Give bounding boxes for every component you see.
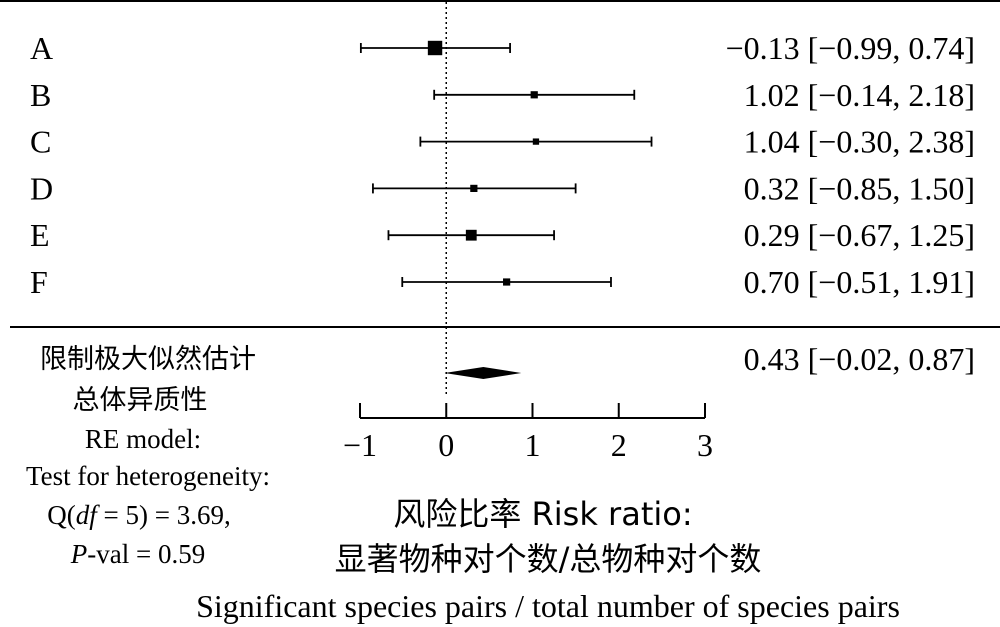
- point-estimate: [503, 278, 511, 286]
- study-label: B: [30, 77, 51, 113]
- heterogeneity-label: Test for heterogeneity:: [26, 461, 270, 491]
- study-label: E: [30, 217, 50, 253]
- x-tick-label: 3: [697, 427, 713, 463]
- xlabel-line2: 显著物种对个数/总物种对个数: [335, 540, 762, 578]
- het-p-suffix: -val = 0.59: [87, 539, 205, 569]
- summary-diamond: [444, 367, 522, 379]
- het-q-df: df: [76, 500, 101, 530]
- x-tick-label: 2: [611, 427, 627, 463]
- study-row-c: C 1.04 [−0.30, 2.38]: [30, 124, 975, 160]
- heterogeneity-q: Q(df = 5) = 3.69,: [47, 500, 230, 530]
- ci-text: 0.70 [−0.51, 1.91]: [744, 264, 975, 300]
- model-label-cn-1: 限制极大似然估计: [40, 344, 256, 375]
- x-axis: −1 0 1 2 3: [343, 403, 713, 463]
- study-label: D: [30, 170, 53, 206]
- study-row-b: B 1.02 [−0.14, 2.18]: [30, 77, 975, 113]
- study-row-a: A −0.13 [−0.99, 0.74]: [30, 30, 975, 66]
- model-label-cn-2: 总体异质性: [73, 385, 208, 416]
- xlabel-line3: Significant species pairs / total number…: [196, 588, 900, 624]
- x-tick-label: −1: [343, 427, 377, 463]
- ci-text: −0.13 [−0.99, 0.74]: [726, 30, 975, 66]
- study-label: A: [30, 30, 53, 66]
- study-row-e: E 0.29 [−0.67, 1.25]: [30, 217, 975, 253]
- point-estimate: [532, 138, 540, 145]
- point-estimate: [465, 229, 477, 241]
- study-label: F: [30, 264, 48, 300]
- heterogeneity-p: P-val = 0.59: [70, 539, 205, 569]
- xlabel-line1: 风险比率 Risk ratio:: [393, 495, 692, 533]
- study-row-f: F 0.70 [−0.51, 1.91]: [30, 264, 975, 300]
- ci-text: 1.02 [−0.14, 2.18]: [744, 77, 975, 113]
- point-estimate: [470, 184, 478, 192]
- point-estimate: [427, 40, 443, 56]
- het-q-prefix: Q(: [47, 500, 76, 530]
- het-q-suffix: = 5) = 3.69,: [97, 500, 231, 530]
- ci-text: 0.32 [−0.85, 1.50]: [744, 170, 975, 206]
- het-p-prefix: P: [70, 539, 88, 569]
- summary-ci-text: 0.43 [−0.02, 0.87]: [744, 341, 975, 377]
- x-tick-label: 1: [525, 427, 541, 463]
- x-tick-label: 0: [438, 427, 454, 463]
- ci-text: 1.04 [−0.30, 2.38]: [744, 124, 975, 160]
- point-estimate: [530, 91, 538, 99]
- study-rows: A −0.13 [−0.99, 0.74] B 1.02 [−0.14, 2.18] C…: [30, 30, 975, 300]
- study-row-d: D 0.32 [−0.85, 1.50]: [30, 170, 975, 206]
- study-label: C: [30, 124, 51, 160]
- ci-text: 0.29 [−0.67, 1.25]: [744, 217, 975, 253]
- model-label-en: RE model:: [85, 424, 201, 454]
